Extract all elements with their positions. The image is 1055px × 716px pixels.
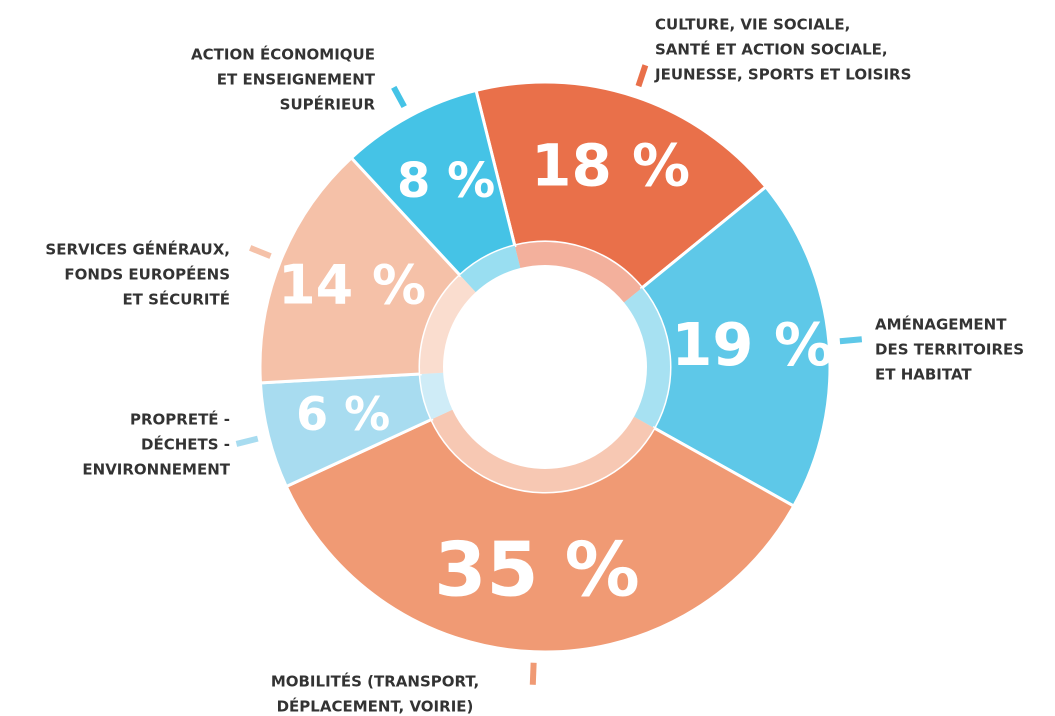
leader-tick [635, 64, 649, 88]
inner-ring-segment [624, 287, 670, 428]
category-label: SANTÉ ET ACTION SOCIALE, [655, 40, 888, 59]
category-label: MOBILITÉS (TRANSPORT, [271, 672, 479, 691]
category-label: FONDS EUROPÉENS [64, 265, 230, 284]
inner-ring-segment [420, 275, 476, 374]
category-label: SUPÉRIEUR [280, 95, 376, 114]
percent-label: 35 % [434, 525, 640, 613]
category-label: JEUNESSE, SPORTS ET LOISIRS [654, 66, 911, 84]
category-label: DES TERRITOIRES [875, 341, 1024, 359]
percent-label: 6 % [296, 387, 390, 441]
leader-tick [529, 662, 537, 685]
category-label: ENVIRONNEMENT [82, 461, 230, 479]
category-label: AMÉNAGEMENT [875, 315, 1007, 334]
category-label: DÉCHETS - [141, 435, 230, 454]
category-label: CULTURE, VIE SOCIALE, [655, 16, 850, 34]
percent-label: 8 % [397, 153, 495, 209]
leader-tick [249, 245, 272, 259]
category-label: DÉPLACEMENT, VOIRIE) [277, 697, 474, 716]
inner-ring-segment [514, 242, 642, 303]
category-label: ACTION ÉCONOMIQUE [191, 45, 375, 64]
percent-label: 14 % [278, 254, 426, 317]
inner-ring-segment [420, 372, 453, 420]
percent-label: 19 % [671, 310, 833, 379]
inner-ring-segment [460, 245, 521, 293]
inner-ring-segment [431, 409, 655, 493]
leader-tick [839, 336, 863, 345]
category-label: ET ENSEIGNEMENT [217, 71, 376, 89]
percent-label: 18 % [531, 132, 690, 200]
category-label: ET SÉCURITÉ [122, 290, 230, 309]
leader-tick [235, 435, 259, 447]
leader-tick [391, 85, 407, 109]
category-label: PROPRETÉ - [130, 410, 230, 429]
category-label: SERVICES GÉNÉRAUX, [45, 240, 230, 259]
category-label: ET HABITAT [875, 366, 972, 384]
